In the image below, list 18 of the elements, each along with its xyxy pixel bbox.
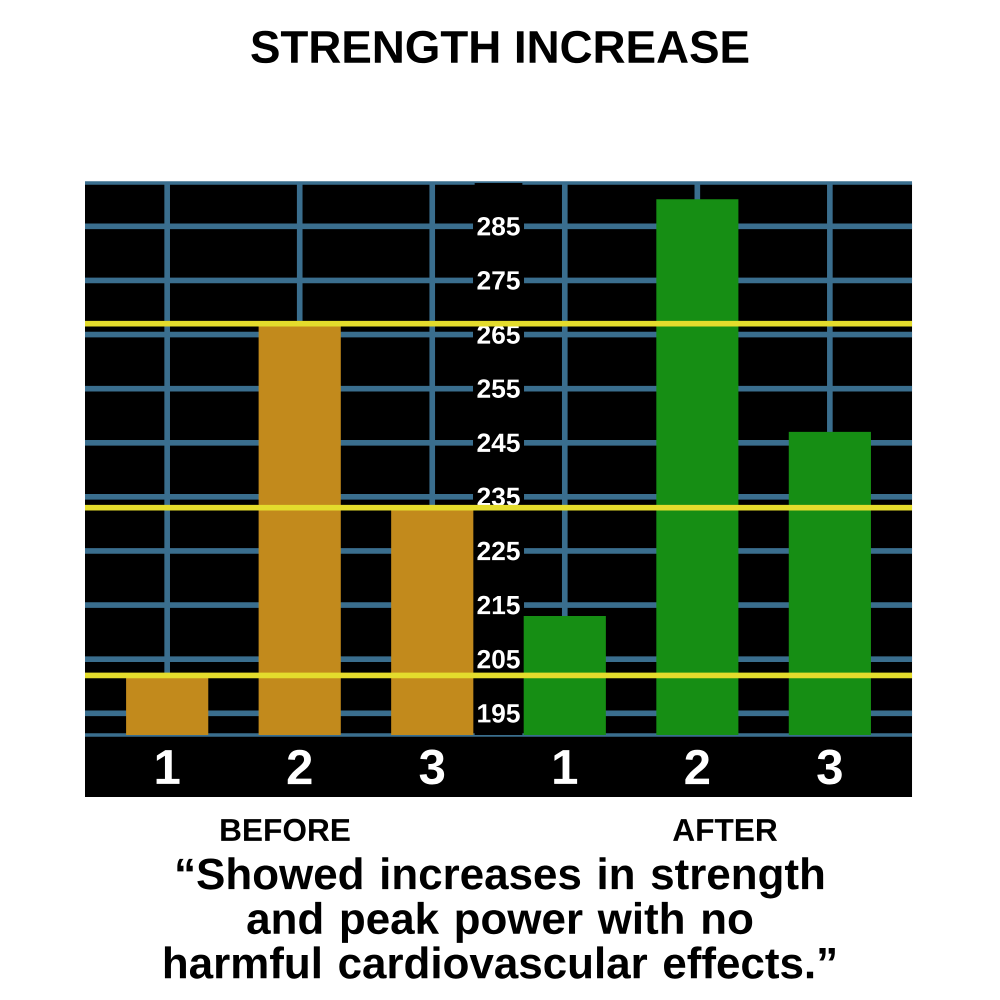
y-tick-label: 225 [477,542,520,560]
y-tick-label: 285 [477,216,520,236]
x-tick-label: 2 [288,750,312,784]
x-tick-label: 2 [685,750,710,784]
y-tick-label: 255 [477,379,520,398]
x-tick-label: 3 [420,750,444,784]
text: AFTER [673,819,778,841]
y-tick-label: 275 [477,271,520,290]
text: “Showed increases in strength and peak power with no harmful cardiovascular effects.” [164,857,835,979]
text: BEFORE [221,818,350,842]
chart-title: STRENGTH INCREASE [251,30,748,64]
x-tick-label: 1 [554,750,578,784]
y-tick-label: 195 [478,704,520,723]
y-tick-label: 205 [477,650,520,669]
x-tick-label: 1 [156,750,180,784]
y-tick-label: 215 [477,596,520,614]
x-tick-label: 3 [817,750,842,784]
y-tick-label: 245 [477,433,520,452]
